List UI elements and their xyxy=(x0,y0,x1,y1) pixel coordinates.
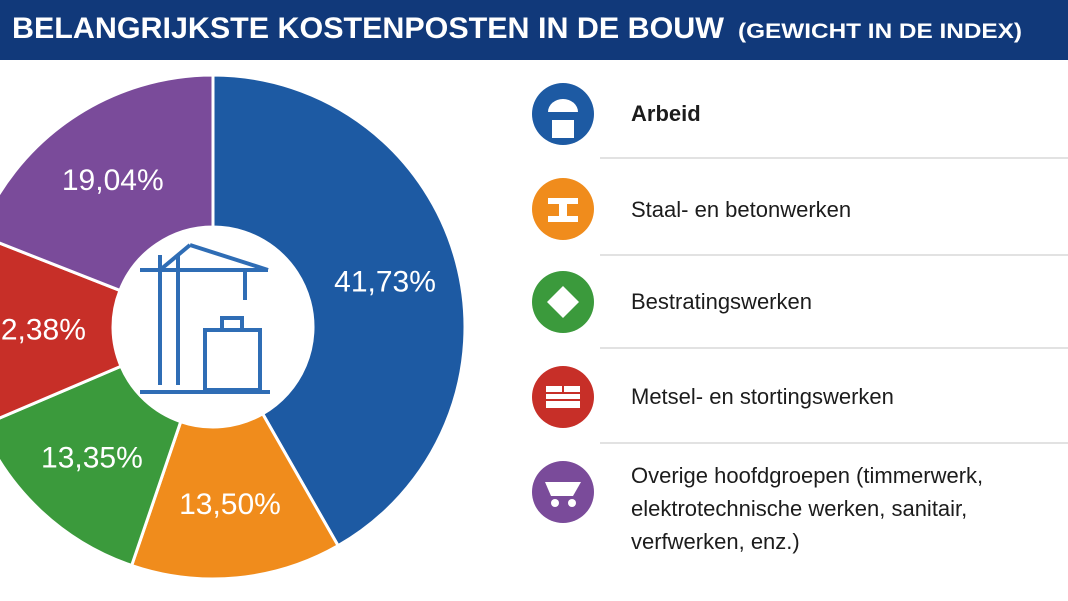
value-label: 12,38% xyxy=(0,314,86,347)
legend-icons xyxy=(532,83,594,523)
slice xyxy=(0,73,215,293)
legend-label: Metsel- en stortingswerken xyxy=(631,384,894,409)
legend-label: Staal- en betonwerken xyxy=(631,197,852,222)
value-label: 13,50% xyxy=(179,488,281,521)
value-label: 13,35% xyxy=(41,441,143,474)
legend-label: Overige hoofdgroepen (timmerwerk, elektr… xyxy=(631,463,984,554)
legend-label: Arbeid xyxy=(631,101,701,126)
legend-separators xyxy=(600,157,1068,444)
title-bar xyxy=(0,0,1068,60)
slice xyxy=(211,73,467,548)
donut xyxy=(0,73,467,581)
donut-hole xyxy=(114,228,312,426)
value-label: 41,73% xyxy=(334,265,436,298)
slice xyxy=(0,241,123,420)
slice xyxy=(0,364,183,568)
center-icon xyxy=(140,243,270,394)
legend-label: Bestratingswerken xyxy=(631,289,812,314)
slice xyxy=(129,411,341,581)
chart-title: BELANGRIJKSTE KOSTENPOSTEN IN DE BOUW xyxy=(12,12,725,45)
value-label: 19,04% xyxy=(62,164,164,197)
chart-subtitle: (GEWICHT IN DE INDEX) xyxy=(738,20,1022,43)
